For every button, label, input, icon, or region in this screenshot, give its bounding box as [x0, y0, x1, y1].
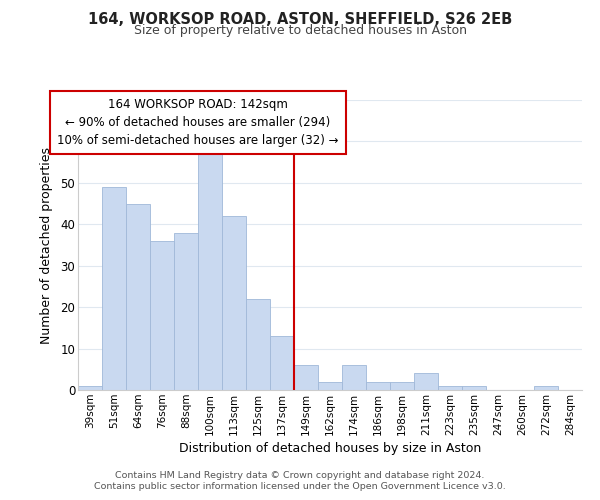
- Bar: [78, 386, 102, 390]
- Bar: [438, 386, 462, 390]
- Bar: [126, 204, 150, 390]
- Bar: [174, 232, 198, 390]
- Text: Size of property relative to detached houses in Aston: Size of property relative to detached ho…: [133, 24, 467, 37]
- Bar: [390, 382, 414, 390]
- X-axis label: Distribution of detached houses by size in Aston: Distribution of detached houses by size …: [179, 442, 481, 455]
- Bar: [414, 374, 438, 390]
- Bar: [534, 386, 558, 390]
- Text: Contains public sector information licensed under the Open Government Licence v3: Contains public sector information licen…: [94, 482, 506, 491]
- Y-axis label: Number of detached properties: Number of detached properties: [40, 146, 53, 344]
- Bar: [222, 216, 246, 390]
- Bar: [294, 365, 318, 390]
- Bar: [462, 386, 486, 390]
- Bar: [102, 187, 126, 390]
- Bar: [318, 382, 342, 390]
- Bar: [342, 365, 366, 390]
- Bar: [366, 382, 390, 390]
- Bar: [246, 299, 270, 390]
- Bar: [150, 241, 174, 390]
- Bar: [270, 336, 294, 390]
- Text: 164, WORKSOP ROAD, ASTON, SHEFFIELD, S26 2EB: 164, WORKSOP ROAD, ASTON, SHEFFIELD, S26…: [88, 12, 512, 28]
- Bar: [198, 154, 222, 390]
- Text: 164 WORKSOP ROAD: 142sqm
← 90% of detached houses are smaller (294)
10% of semi-: 164 WORKSOP ROAD: 142sqm ← 90% of detach…: [57, 98, 339, 148]
- Text: Contains HM Land Registry data © Crown copyright and database right 2024.: Contains HM Land Registry data © Crown c…: [115, 471, 485, 480]
